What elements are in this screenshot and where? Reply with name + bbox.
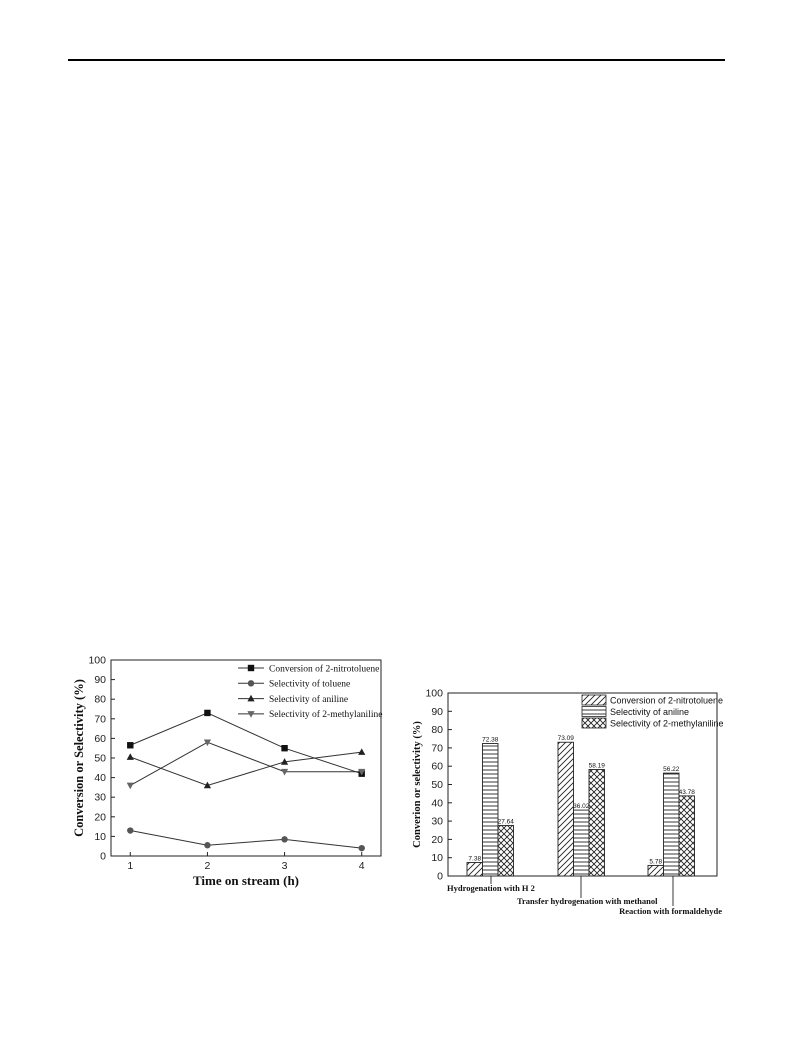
legend-marker	[247, 664, 255, 672]
bar	[573, 809, 590, 877]
category-label: Reaction with formaldehyde	[619, 906, 722, 916]
bar	[482, 743, 499, 877]
legend-marker	[247, 680, 255, 687]
y-tick-label: 70	[94, 713, 106, 725]
data-point	[204, 709, 211, 717]
data-label: 7.38	[468, 855, 481, 862]
legend-swatch	[581, 694, 607, 706]
y-tick-label: 10	[94, 831, 106, 843]
data-label: 27.64	[498, 818, 515, 825]
data-point	[281, 745, 288, 752]
y-tick-label: 70	[431, 742, 443, 754]
y-tick-label: 0	[437, 871, 443, 883]
y-tick-label: 20	[94, 811, 106, 823]
data-point	[280, 758, 289, 765]
series-line	[130, 830, 362, 849]
series-line	[130, 741, 362, 786]
y-axis-title: Converion or selectivity (%)	[412, 721, 423, 848]
y-tick-label: 0	[100, 851, 106, 863]
legend-swatch	[581, 706, 607, 717]
category-label: Transfer hydrogenation with methanol	[517, 896, 658, 906]
data-point	[126, 782, 134, 790]
legend-entry: Selectivity of 2-methylaniline	[581, 717, 724, 729]
y-tick-label: 80	[94, 694, 106, 706]
data-label: 72.38	[482, 737, 499, 744]
bar	[647, 864, 664, 877]
x-tick-label: 1	[127, 860, 133, 872]
y-tick-label: 50	[431, 779, 443, 791]
y-tick-label: 30	[431, 816, 443, 828]
legend-entry: Selectivity of aniline	[581, 706, 689, 717]
data-point	[126, 753, 134, 760]
data-label: 43.78	[679, 789, 696, 796]
y-tick-label: 80	[431, 724, 443, 736]
data-label: 58.19	[589, 763, 606, 770]
y-tick-label: 100	[88, 655, 106, 667]
legend-label: Selectivity of aniline	[610, 707, 689, 717]
y-tick-label: 30	[94, 792, 106, 804]
y-axis-title: Conversion or Selectivity (%)	[72, 679, 86, 837]
y-tick-label: 90	[431, 706, 443, 718]
legend-entry: Selectivity of toluene	[238, 679, 350, 690]
bar	[663, 772, 680, 877]
bar	[557, 741, 574, 877]
y-tick-label: 100	[425, 688, 443, 700]
y-tick-label: 40	[431, 797, 443, 809]
bar	[678, 795, 695, 877]
data-point	[358, 844, 365, 852]
category-label: Hydrogenation with H 2	[447, 883, 535, 893]
x-tick-label: 4	[359, 860, 365, 872]
page-header-rule	[68, 59, 725, 61]
bar	[466, 862, 483, 877]
legend-entry: Conversion of 2-nitrotoluene	[238, 663, 379, 674]
series-2	[126, 748, 366, 789]
legend-label: Conversion of 2-nitrotoluene	[610, 696, 723, 706]
bar	[497, 824, 514, 877]
legend-marker	[247, 694, 255, 702]
y-tick-label: 40	[94, 772, 106, 784]
legend-entry: Selectivity of 2-methylaniline	[238, 709, 382, 720]
data-point	[281, 836, 288, 843]
data-label: 36.02	[573, 803, 590, 810]
legend-label: Selectivity of toluene	[269, 679, 350, 690]
data-point	[127, 827, 134, 834]
data-point	[204, 842, 211, 849]
legend-marker	[247, 711, 255, 718]
data-point	[358, 768, 366, 776]
y-tick-label: 90	[94, 674, 106, 686]
legend-swatch	[581, 717, 607, 729]
legend-label: Conversion of 2-nitrotoluene	[269, 663, 379, 674]
data-point	[203, 781, 212, 789]
legend-entry: Conversion of 2-nitrotoluene	[581, 694, 723, 706]
legend-label: Selectivity of aniline	[269, 694, 348, 705]
y-tick-label: 20	[431, 834, 443, 846]
legend-entry: Selectivity of aniline	[238, 694, 348, 705]
data-label: 5.78	[649, 858, 662, 865]
y-tick-label: 50	[94, 753, 106, 765]
y-tick-label: 60	[431, 761, 443, 773]
bar	[588, 769, 605, 877]
data-label: 73.09	[558, 735, 575, 742]
data-point	[203, 739, 212, 747]
data-point	[127, 742, 134, 749]
data-point	[358, 748, 366, 755]
x-axis-title: Time on stream (h)	[193, 873, 299, 888]
series-line	[130, 712, 362, 775]
data-point	[280, 768, 289, 776]
x-tick-label: 3	[282, 860, 288, 872]
legend-label: Selectivity of 2-methylaniline	[269, 709, 382, 720]
series-line	[130, 751, 362, 786]
series-1	[127, 827, 365, 852]
y-tick-label: 10	[431, 852, 443, 864]
legend-label: Selectivity of 2-methylaniline	[610, 719, 724, 729]
series-3	[126, 739, 366, 790]
y-tick-label: 60	[94, 733, 106, 745]
x-tick-label: 2	[205, 860, 211, 872]
data-label: 56.22	[663, 766, 680, 773]
